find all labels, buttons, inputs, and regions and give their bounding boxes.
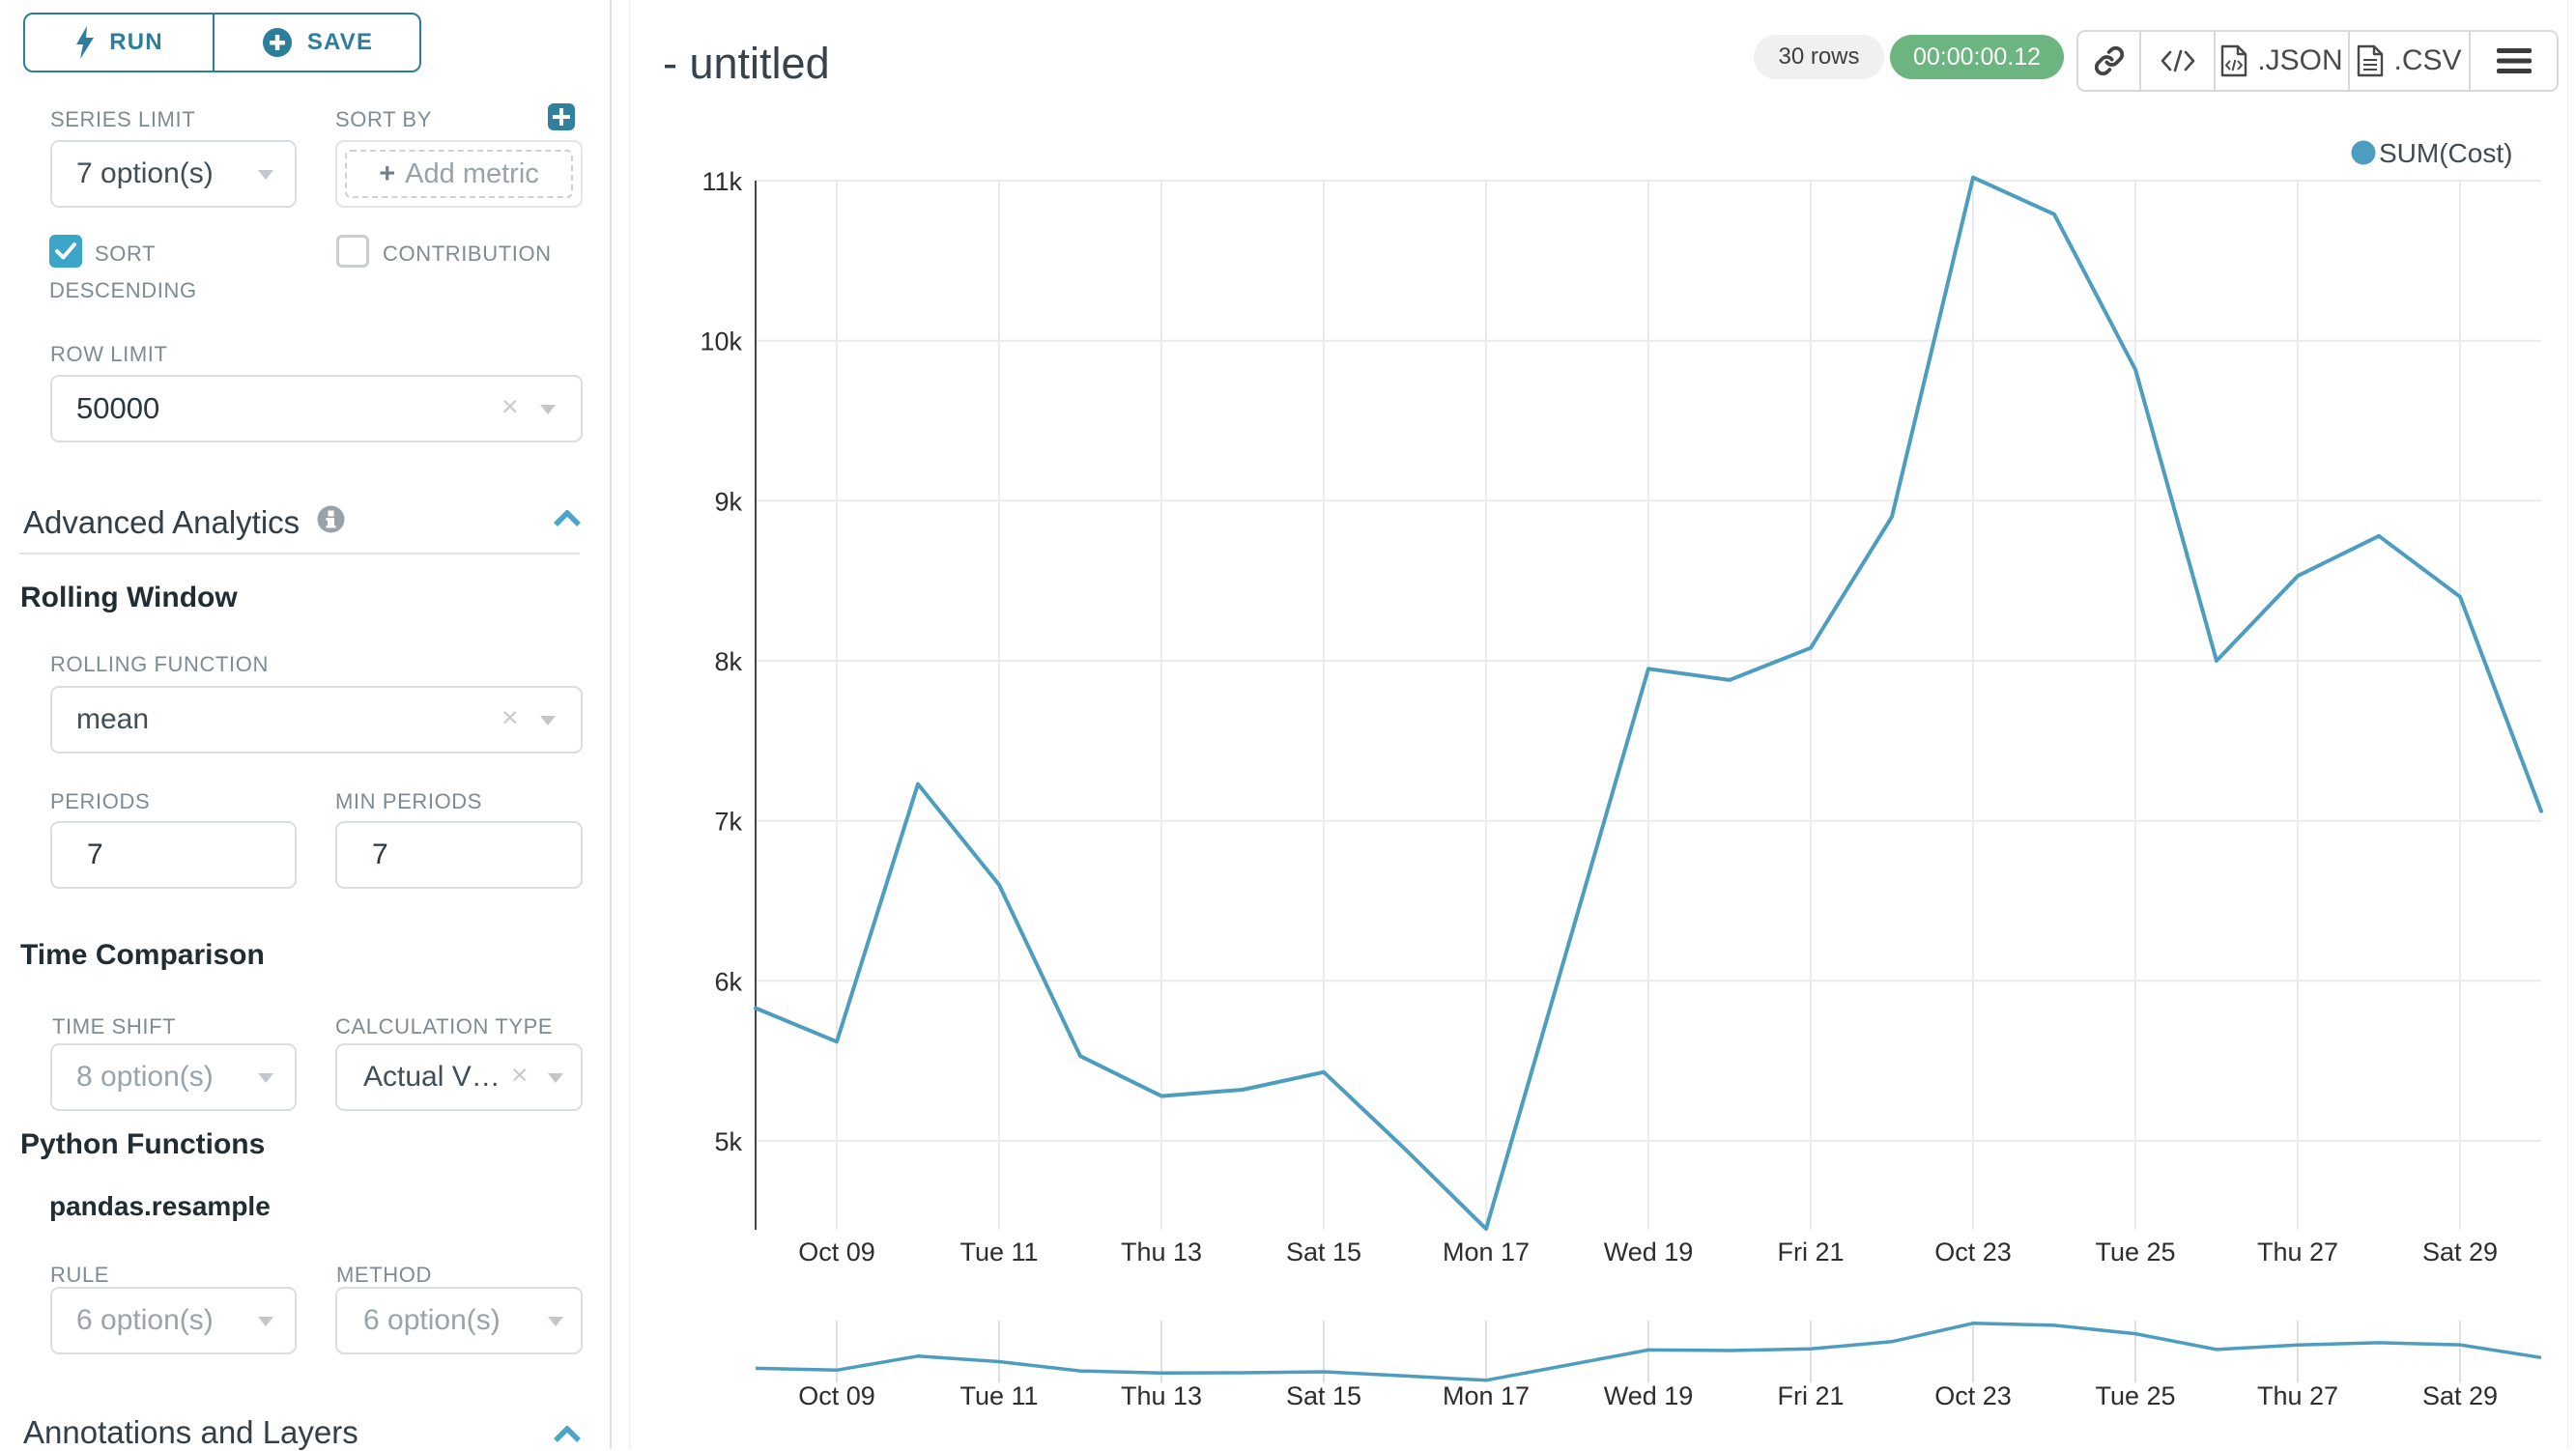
svg-text:Mon 17: Mon 17 — [1443, 1238, 1530, 1266]
svg-text:Mon 17: Mon 17 — [1443, 1381, 1530, 1410]
svg-text:Oct 23: Oct 23 — [1934, 1238, 2012, 1266]
svg-text:Sat 29: Sat 29 — [2422, 1381, 2498, 1410]
svg-text:Thu 27: Thu 27 — [2257, 1381, 2338, 1410]
svg-text:Oct 23: Oct 23 — [1934, 1381, 2012, 1410]
svg-text:Wed 19: Wed 19 — [1604, 1238, 1694, 1266]
svg-text:11k: 11k — [701, 167, 742, 196]
svg-text:Thu 13: Thu 13 — [1121, 1381, 1202, 1410]
svg-text:Tue 11: Tue 11 — [959, 1381, 1038, 1410]
svg-text:Fri 21: Fri 21 — [1777, 1238, 1844, 1266]
svg-text:9k: 9k — [714, 487, 742, 516]
svg-text:Sat 29: Sat 29 — [2422, 1238, 2498, 1266]
svg-text:7k: 7k — [714, 808, 742, 837]
svg-text:Tue 25: Tue 25 — [2095, 1381, 2175, 1410]
svg-text:Oct 09: Oct 09 — [798, 1238, 875, 1266]
svg-text:Sat 15: Sat 15 — [1286, 1381, 1361, 1410]
svg-text:5k: 5k — [714, 1127, 742, 1156]
svg-text:Thu 27: Thu 27 — [2257, 1238, 2338, 1266]
svg-text:Fri 21: Fri 21 — [1777, 1381, 1844, 1410]
svg-text:6k: 6k — [714, 967, 742, 996]
svg-text:Thu 13: Thu 13 — [1121, 1238, 1202, 1266]
svg-text:10k: 10k — [700, 327, 742, 356]
svg-text:Sat 15: Sat 15 — [1286, 1238, 1361, 1266]
svg-text:SUM(Cost): SUM(Cost) — [2379, 138, 2512, 168]
svg-text:Tue 25: Tue 25 — [2095, 1238, 2175, 1266]
svg-text:Tue 11: Tue 11 — [959, 1238, 1038, 1266]
svg-text:Wed 19: Wed 19 — [1604, 1381, 1694, 1410]
svg-text:Oct 09: Oct 09 — [798, 1381, 875, 1410]
svg-text:8k: 8k — [714, 647, 742, 676]
